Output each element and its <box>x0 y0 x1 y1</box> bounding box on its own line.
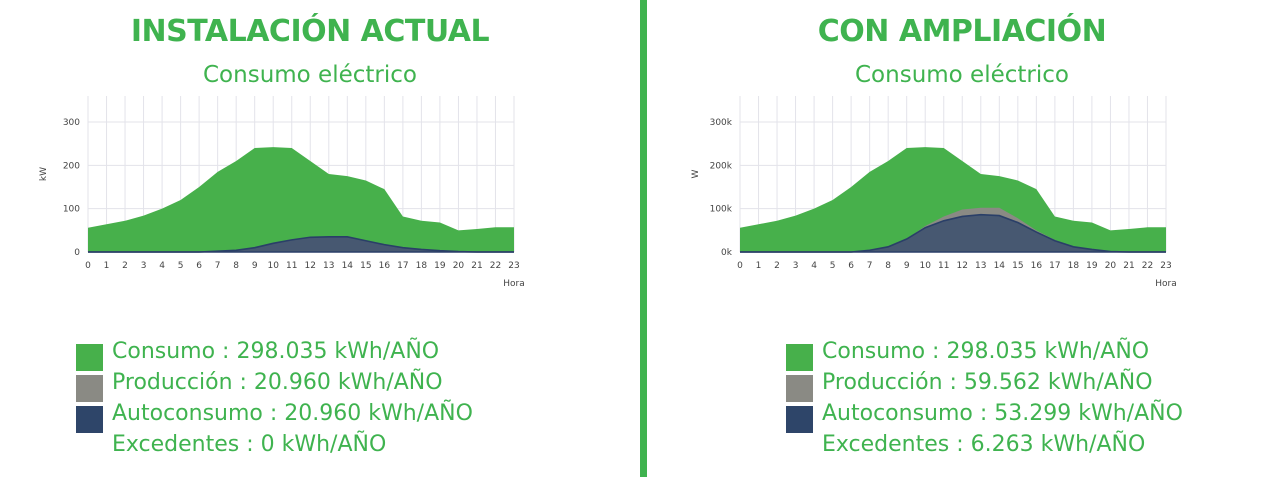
x-tick-label: 10 <box>267 261 279 271</box>
x-tick-label: 15 <box>1012 261 1023 271</box>
x-tick-label: 20 <box>453 261 465 271</box>
x-tick-label: 23 <box>1160 261 1171 271</box>
y-tick-label: 300 <box>63 118 80 128</box>
legend-label: Producción : 59.562 kWh/AÑO <box>822 370 1153 395</box>
x-tick-label: 3 <box>793 261 799 271</box>
panel-divider <box>640 0 647 477</box>
x-tick-label: 13 <box>323 261 334 271</box>
x-tick-label: 19 <box>434 261 446 271</box>
legend-item: Autoconsumo : 20.960 kWh/AÑO <box>76 400 536 433</box>
y-tick-label: 200k <box>710 161 733 171</box>
legend-swatch-consumo <box>786 344 813 371</box>
legend-label: Excedentes : 0 kWh/AÑO <box>112 432 387 457</box>
legend-label: Consumo : 298.035 kWh/AÑO <box>822 339 1150 364</box>
y-axis-label: W <box>691 169 701 178</box>
x-tick-label: 8 <box>233 261 239 271</box>
x-tick-label: 8 <box>885 261 891 271</box>
x-tick-label: 12 <box>957 261 968 271</box>
panel-subheading: Consumo eléctrico <box>203 62 417 88</box>
legend-swatch-autoconsumo <box>786 406 813 433</box>
x-tick-label: 19 <box>1086 261 1098 271</box>
x-tick-label: 21 <box>1123 261 1134 271</box>
legend-item: Excedentes : 6.263 kWh/AÑO <box>786 431 1246 462</box>
legend-swatch-produccion <box>786 375 813 402</box>
x-tick-label: 16 <box>1031 261 1043 271</box>
y-tick-label: 100 <box>63 205 80 215</box>
panel-heading: INSTALACIÓN ACTUAL <box>130 14 490 49</box>
x-tick-label: 20 <box>1105 261 1117 271</box>
legend-label: Autoconsumo : 53.299 kWh/AÑO <box>822 401 1183 426</box>
x-tick-label: 7 <box>215 261 221 271</box>
x-tick-label: 21 <box>471 261 482 271</box>
legend-swatch-autoconsumo <box>76 406 103 433</box>
x-tick-label: 2 <box>774 261 780 271</box>
y-tick-label: 100k <box>710 205 733 215</box>
x-tick-label: 11 <box>286 261 297 271</box>
panel-con-ampliacion: CON AMPLIACIÓN Consumo eléctrico 0k 100k 2… <box>662 0 1262 477</box>
x-tick-label: 6 <box>848 261 854 271</box>
x-tick-label: 1 <box>104 261 110 271</box>
legend-swatch-consumo <box>76 344 103 371</box>
x-tick-label: 0 <box>85 261 91 271</box>
legend-item: Excedentes : 0 kWh/AÑO <box>76 431 536 462</box>
area-series-consumo <box>740 147 1166 252</box>
x-tick-label: 23 <box>508 261 519 271</box>
x-tick-label: 2 <box>122 261 128 271</box>
panel-heading: CON AMPLIACIÓN <box>817 14 1107 49</box>
legend-label: Excedentes : 6.263 kWh/AÑO <box>822 432 1146 457</box>
x-tick-label: 4 <box>159 261 165 271</box>
legend-label: Producción : 20.960 kWh/AÑO <box>112 370 443 395</box>
x-axis-label: Hora <box>1155 279 1177 289</box>
x-tick-label: 12 <box>305 261 316 271</box>
x-axis-label: Hora <box>503 279 525 289</box>
legend: Consumo : 298.035 kWh/AÑO Producción : 59… <box>786 338 1246 462</box>
x-tick-label: 22 <box>490 261 501 271</box>
x-tick-label: 18 <box>1068 261 1080 271</box>
panel-instalacion-actual: INSTALACIÓN ACTUAL Consumo eléctrico 0 10… <box>10 0 610 477</box>
legend-label: Consumo : 298.035 kWh/AÑO <box>112 339 440 364</box>
x-tick-label: 3 <box>141 261 147 271</box>
x-tick-label: 0 <box>737 261 743 271</box>
x-tick-label: 7 <box>867 261 873 271</box>
legend-label: Autoconsumo : 20.960 kWh/AÑO <box>112 401 473 426</box>
area-series-consumo <box>88 147 514 252</box>
legend-item: Consumo : 298.035 kWh/AÑO <box>76 338 536 371</box>
legend-item: Autoconsumo : 53.299 kWh/AÑO <box>786 400 1246 433</box>
x-tick-label: 17 <box>1049 261 1060 271</box>
x-tick-label: 13 <box>975 261 986 271</box>
x-tick-label: 16 <box>379 261 391 271</box>
y-axis-label: kW <box>39 167 49 181</box>
x-tick-label: 5 <box>178 261 184 271</box>
x-tick-label: 18 <box>416 261 428 271</box>
x-tick-label: 9 <box>252 261 258 271</box>
legend-item: Producción : 20.960 kWh/AÑO <box>76 369 536 402</box>
x-tick-label: 9 <box>904 261 910 271</box>
x-tick-label: 15 <box>360 261 371 271</box>
x-tick-label: 4 <box>811 261 817 271</box>
y-tick-label: 0k <box>721 248 733 258</box>
x-tick-label: 5 <box>830 261 836 271</box>
y-tick-label: 0 <box>74 248 80 258</box>
legend-item: Producción : 59.562 kWh/AÑO <box>786 369 1246 402</box>
x-tick-label: 6 <box>196 261 202 271</box>
x-tick-label: 14 <box>994 261 1006 271</box>
x-tick-label: 1 <box>756 261 762 271</box>
legend-swatch-produccion <box>76 375 103 402</box>
x-tick-label: 22 <box>1142 261 1153 271</box>
legend-item: Consumo : 298.035 kWh/AÑO <box>786 338 1246 371</box>
legend: Consumo : 298.035 kWh/AÑO Producción : 20… <box>76 338 536 462</box>
x-tick-label: 10 <box>919 261 931 271</box>
x-tick-label: 17 <box>397 261 408 271</box>
panel-subheading: Consumo eléctrico <box>855 62 1069 88</box>
y-tick-label: 300k <box>710 118 733 128</box>
y-tick-label: 200 <box>63 161 80 171</box>
x-tick-label: 11 <box>938 261 949 271</box>
x-tick-label: 14 <box>342 261 354 271</box>
